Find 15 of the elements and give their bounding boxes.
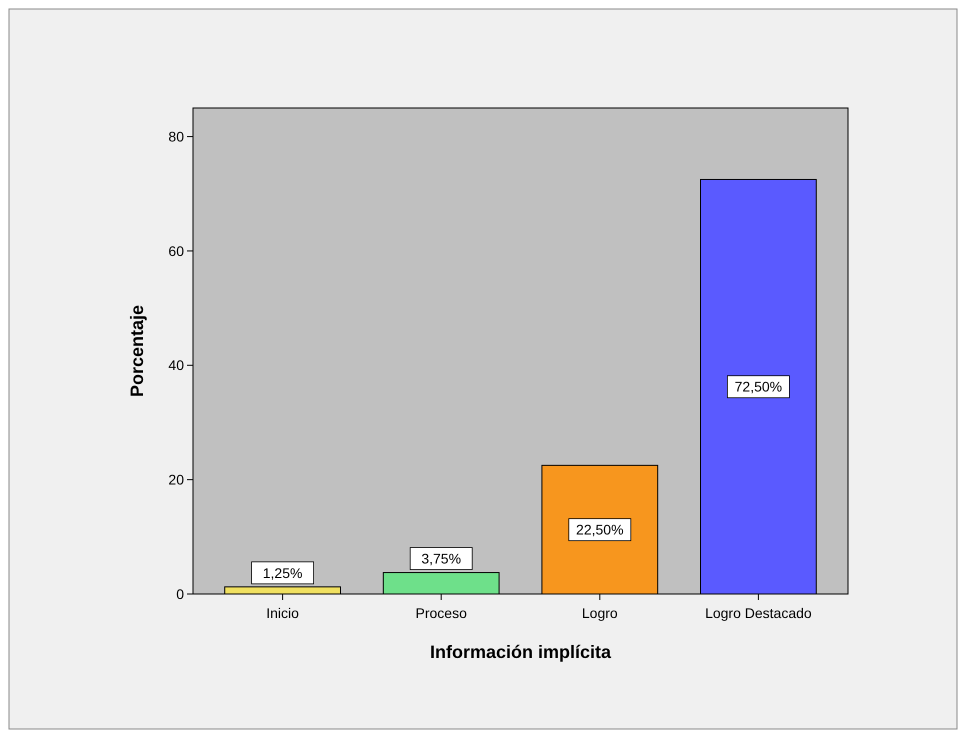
y-tick-label: 20	[168, 472, 184, 488]
x-tick-label: Logro Destacado	[705, 605, 812, 621]
y-tick-label: 40	[168, 357, 184, 374]
x-tick-label: Inicio	[266, 605, 300, 621]
x-axis-title: Información implícita	[430, 642, 612, 662]
data-label: 72,50%	[734, 378, 782, 395]
y-tick-label: 0	[176, 586, 184, 602]
data-label: 3,75%	[421, 550, 462, 566]
x-tick-label: Proceso	[416, 605, 468, 621]
y-axis-title: Porcentaje	[127, 304, 147, 398]
y-tick-label: 80	[168, 128, 184, 144]
data-label: 1,25%	[262, 564, 302, 581]
data-label: 22,50%	[576, 522, 624, 538]
y-tick-label: 60	[168, 242, 184, 259]
x-tick-label: Logro	[582, 605, 618, 621]
